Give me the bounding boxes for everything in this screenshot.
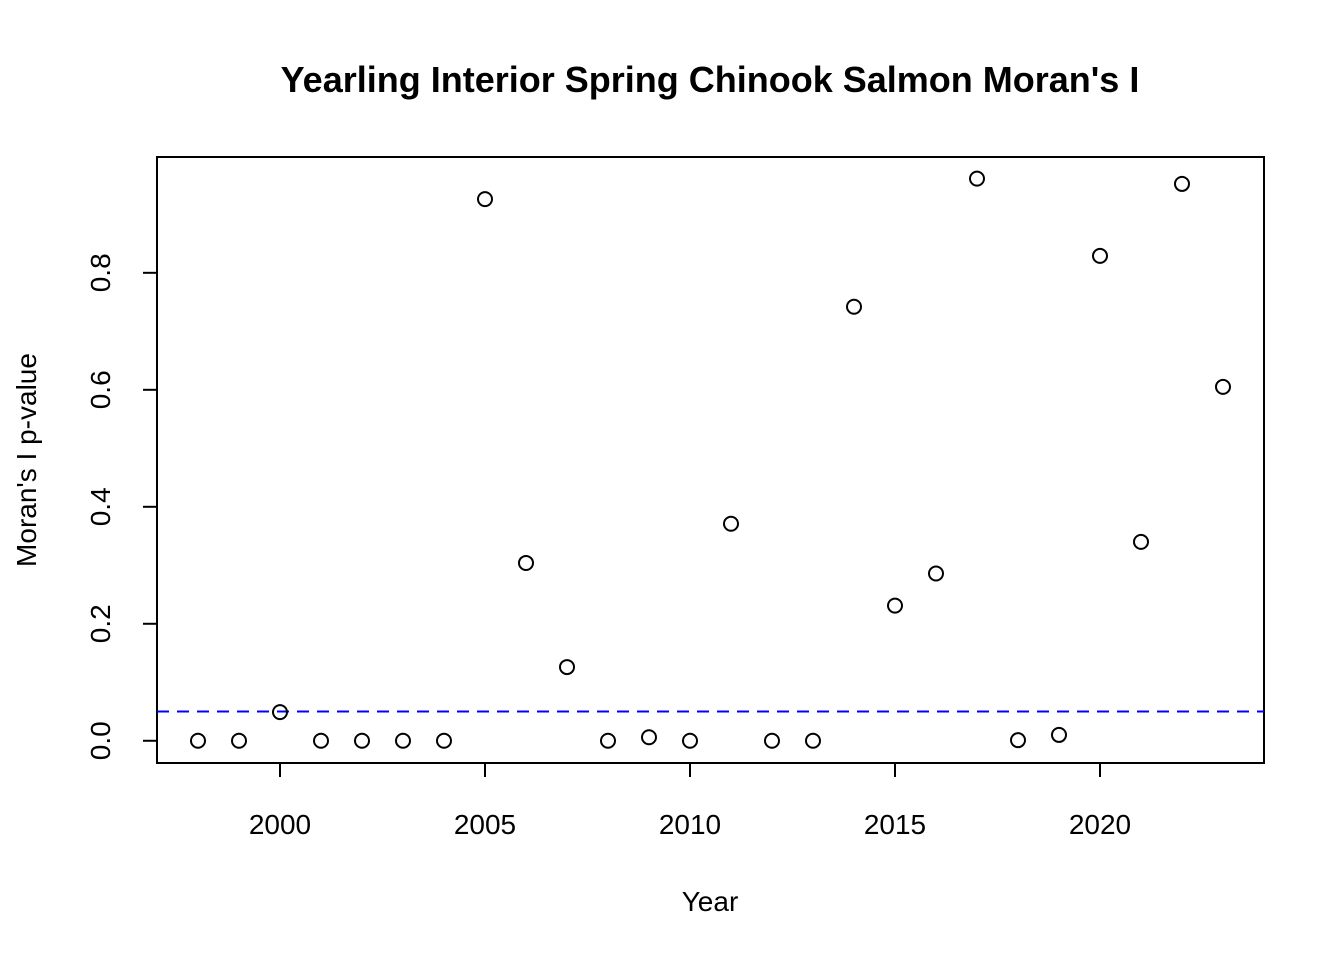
data-point: [600, 732, 616, 749]
x-tick-label: 2020: [1069, 809, 1131, 840]
x-axis-label: Year: [682, 886, 739, 917]
data-point: [559, 659, 575, 676]
data-point: [190, 732, 206, 749]
data-point: [1051, 726, 1067, 743]
data-point: [313, 732, 329, 749]
y-tick-label: 0.6: [85, 370, 116, 409]
data-points: [190, 170, 1231, 749]
data-point: [231, 732, 247, 749]
data-point: [764, 732, 780, 749]
y-axis: 0.0 0.2 0.4 0.6 0.8: [85, 253, 158, 760]
x-tick-label: 2015: [864, 809, 926, 840]
data-point: [1133, 533, 1149, 550]
data-point: [928, 565, 944, 582]
data-point: [805, 732, 821, 749]
data-point: [354, 732, 370, 749]
chart-title: Yearling Interior Spring Chinook Salmon …: [281, 59, 1140, 100]
data-point: [887, 597, 903, 614]
data-point: [641, 729, 657, 746]
y-tick-label: 0.8: [85, 253, 116, 292]
data-point: [477, 191, 493, 208]
data-point: [969, 170, 985, 187]
data-point: [682, 732, 698, 749]
data-point: [272, 704, 288, 721]
data-point: [1174, 175, 1190, 192]
x-tick-label: 2000: [249, 809, 311, 840]
y-tick-label: 0.0: [85, 721, 116, 760]
x-tick-label: 2005: [454, 809, 516, 840]
x-axis: 2000 2005 2010 2015 2020: [249, 762, 1131, 840]
y-axis-label: Moran's I p-value: [11, 353, 42, 567]
data-point: [1010, 732, 1026, 749]
data-point: [395, 732, 411, 749]
data-point: [518, 554, 534, 571]
data-point: [1092, 247, 1108, 264]
data-point: [1215, 378, 1231, 395]
data-point: [846, 298, 862, 315]
y-tick-label: 0.4: [85, 487, 116, 526]
x-tick-label: 2010: [659, 809, 721, 840]
y-tick-label: 0.2: [85, 604, 116, 643]
data-point: [723, 515, 739, 532]
plot-frame: [156, 156, 1265, 764]
data-point: [436, 732, 452, 749]
